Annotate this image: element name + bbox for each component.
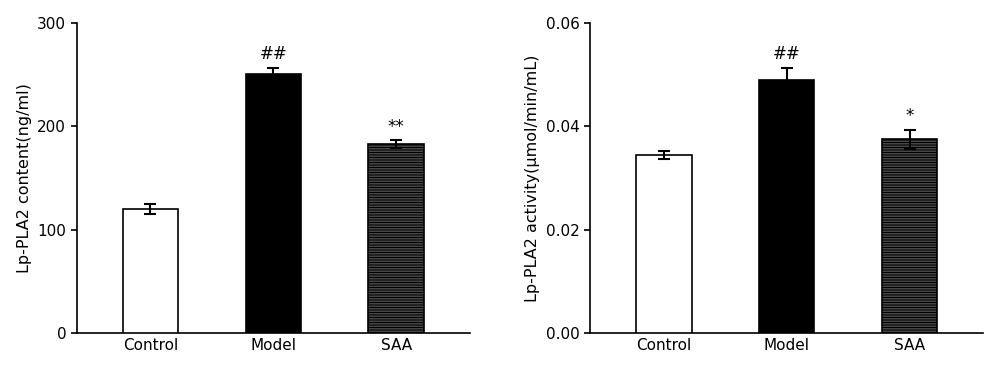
Bar xyxy=(123,209,178,333)
Text: ##: ## xyxy=(259,45,287,63)
Bar xyxy=(368,144,424,333)
Bar xyxy=(246,74,301,333)
Bar xyxy=(759,80,814,333)
Bar xyxy=(882,139,937,333)
Y-axis label: Lp-PLA2 content(ng/ml): Lp-PLA2 content(ng/ml) xyxy=(17,83,32,273)
Y-axis label: Lp-PLA2 activity(μmol/min/mL): Lp-PLA2 activity(μmol/min/mL) xyxy=(525,54,540,302)
Text: **: ** xyxy=(388,118,404,135)
Bar xyxy=(636,155,692,333)
Text: ##: ## xyxy=(773,45,801,63)
Text: *: * xyxy=(905,107,914,125)
